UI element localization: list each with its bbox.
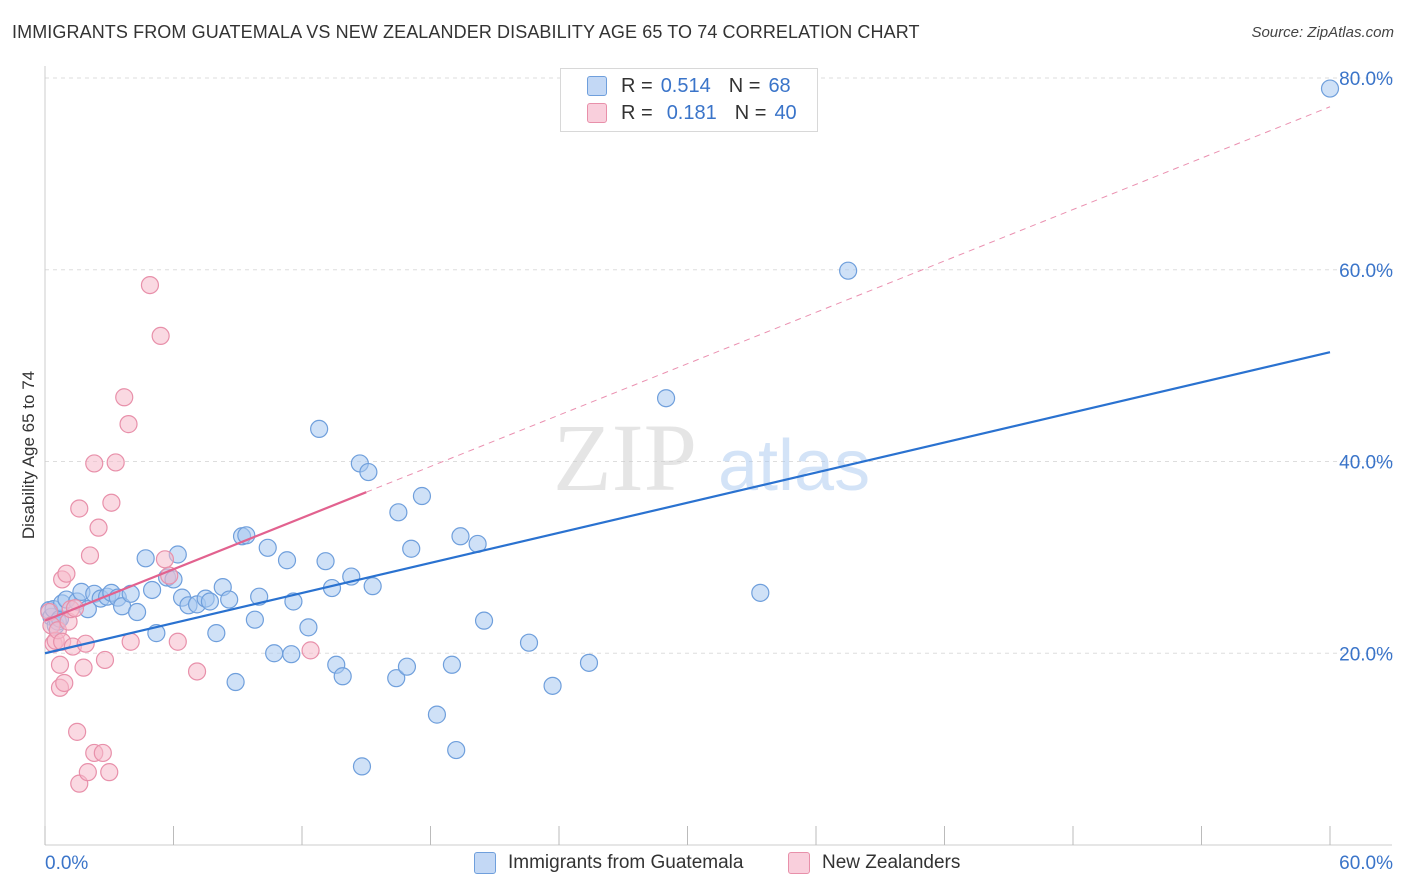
legend-n-label: N = [734,101,767,124]
guatemala-point [258,538,277,557]
guatemala-point [127,602,147,622]
legend-r-label: R = [621,74,653,97]
guatemala-point [207,624,226,643]
new-zealander-point [106,453,125,472]
guatemala-point [389,503,408,522]
new-zealander-point [301,641,320,660]
new-zealander-point [151,326,170,346]
guatemala-point [277,551,297,570]
new-zealander-point [115,388,134,407]
guatemala-point [656,389,676,408]
guatemala-point [543,676,562,695]
watermark-zip: ZIP [553,404,697,511]
chart-title: IMMIGRANTS FROM GUATEMALA VS NEW ZEALAND… [12,22,920,42]
new-zealander-point [100,763,119,782]
legend-r-value: 0.514 [660,74,711,97]
new-zealander-point [57,564,76,583]
new-zealander-point [140,275,160,295]
new-zealander-trend-extension [366,106,1331,493]
guatemala-point [397,657,417,676]
guatemala-point [412,486,432,506]
new-zealander-point [85,454,104,473]
guatemala-point [142,580,162,600]
correlation-legend: R = 0.514 N = 68 R = 0.181 N = 40 [560,68,818,132]
bottom-legend-swatch-pink [788,852,810,874]
y-tick-label: 80.0% [1339,69,1393,90]
guatemala-point [427,705,447,724]
legend-n-label: N = [728,74,761,97]
guatemala-point [442,655,462,674]
guatemala-point [359,462,378,482]
guatemala-point [474,611,494,630]
guatemala-point [284,592,303,611]
legend-r-value: 0.181 [666,101,717,124]
guatemala-point [316,552,335,571]
guatemala-point [200,592,220,611]
new-zealander-point [55,673,74,693]
y-tick-label: 40.0% [1339,453,1393,474]
new-zealander-point [70,499,89,518]
guatemala-point [519,633,539,652]
guatemala-point [299,618,318,637]
bottom-legend-label: Immigrants from Guatemala [508,852,744,873]
guatemala-point [363,577,382,596]
legend-r-label: R = [621,101,653,124]
new-zealander-point [74,658,93,677]
new-zealander-point [160,566,179,585]
new-zealander-point [50,655,70,674]
bottom-legend-guatemala: Immigrants from Guatemala [474,852,743,874]
legend-row-new-zealanders: R = 0.181 N = 40 [587,100,797,126]
guatemala-point [839,261,858,280]
new-zealander-point [78,763,97,782]
new-zealander-point [102,493,121,512]
bottom-legend-swatch-blue [474,852,496,874]
new-zealander-point [155,550,175,569]
guatemala-point [136,549,155,568]
new-zealander-point [68,722,87,741]
new-zealander-point [95,650,115,670]
bottom-legend-label: New Zealanders [822,852,961,873]
y-tick-label: 60.0% [1339,261,1393,282]
new-zealander-point [89,518,108,537]
guatemala-point [265,644,284,663]
new-zealander-point [187,662,207,681]
guatemala-point [447,740,466,760]
guatemala-point [387,669,406,688]
new-zealander-point [119,415,138,434]
guatemala-point [245,610,264,629]
guatemala-point [751,583,770,602]
guatemala-point [250,587,269,606]
guatemala-point [579,653,599,672]
new-zealander-point [93,743,112,763]
bottom-legend-new-zealanders: New Zealanders [788,852,960,874]
legend-n-value: 40 [774,101,797,124]
guatemala-point [310,419,329,439]
y-axis-label: Disability Age 65 to 74 [19,371,38,539]
guatemala-trend-line [44,351,1331,655]
guatemala-point [220,590,239,609]
legend-n-value: 68 [768,74,791,97]
legend-swatch-pink [587,103,607,123]
guatemala-point [1320,79,1340,98]
legend-swatch-blue [587,76,607,96]
guatemala-point [226,672,245,692]
guatemala-point [451,527,470,546]
source-credit: Source: ZipAtlas.com [1251,24,1394,41]
guatemala-point [282,645,301,664]
x-tick-label: 60.0% [1339,853,1393,874]
y-tick-label: 20.0% [1339,644,1393,665]
new-zealander-trend-line [44,491,367,622]
new-zealander-point [121,632,140,651]
x-tick-label: 0.0% [45,853,88,874]
new-zealander-point [168,632,187,651]
guatemala-point [352,757,372,776]
new-zealander-point [80,546,100,565]
guatemala-point [402,539,421,558]
legend-row-guatemala: R = 0.514 N = 68 [587,73,791,99]
guatemala-point [333,667,352,686]
